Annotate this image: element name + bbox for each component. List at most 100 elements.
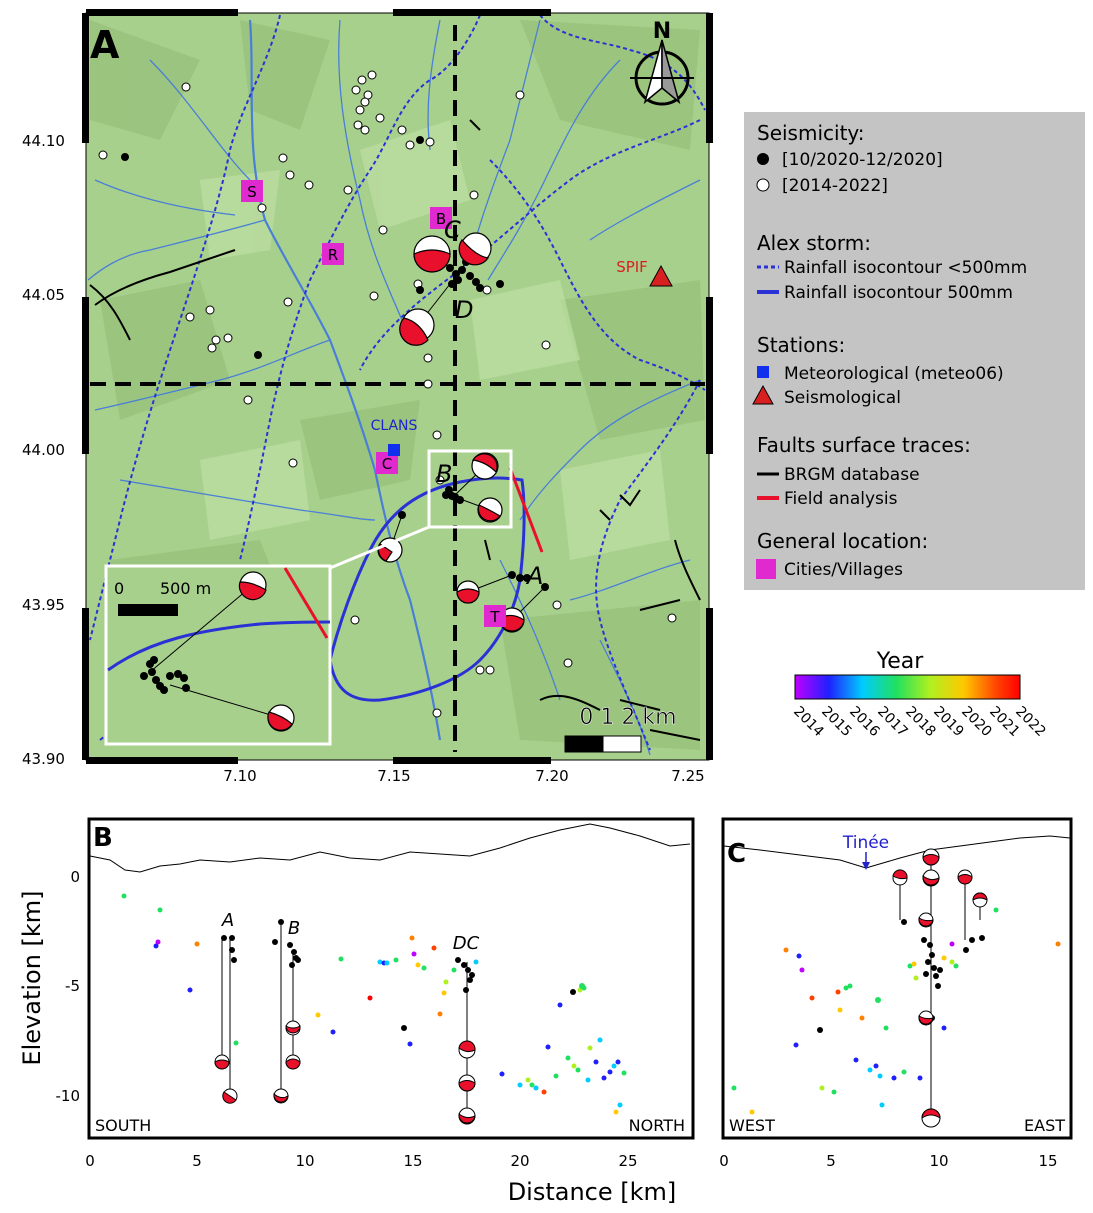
inset-scale-zero: 0	[114, 579, 124, 598]
beachball-2	[458, 232, 492, 266]
meteo-station-marker	[388, 444, 400, 456]
cluster-label-c: C	[444, 216, 461, 244]
scalebar-label: 0 1 2 km	[579, 705, 676, 730]
beachball-6	[377, 537, 403, 563]
section-b-xtick-10: 10	[295, 1152, 314, 1170]
legend-general-title: General location:	[757, 529, 928, 553]
meteo-station-label: CLANS	[371, 418, 418, 434]
legend-all-marker	[756, 178, 770, 192]
section-c-left-label: WEST	[729, 1116, 775, 1135]
legend-recent-marker	[757, 153, 769, 165]
lat-tick-1: 44.10	[22, 132, 65, 150]
legend-seismo-marker	[752, 384, 774, 405]
zoom-box	[427, 449, 513, 529]
relief-highlight	[200, 120, 670, 560]
section-b-left-label: SOUTH	[95, 1116, 151, 1135]
colorbar-tick-2019: 2019	[930, 704, 967, 741]
scalebar	[564, 735, 642, 753]
section-b-cluster-b: B	[288, 918, 300, 939]
cluster-label-b: B	[436, 460, 452, 488]
legend-city-marker	[756, 559, 776, 579]
beachball-4	[471, 452, 499, 480]
legend-alex-title: Alex storm:	[757, 231, 871, 255]
rainfall-contour-500mm	[328, 476, 526, 702]
beachball-5	[477, 497, 503, 523]
section-b-cluster-dc: DC	[453, 933, 480, 954]
section-c-xtick-5: 5	[826, 1152, 836, 1170]
map-panel-label: A	[90, 23, 120, 67]
legend-meteo-marker	[757, 366, 769, 378]
legend-station-meteo: Meteorological (meteo06)	[784, 364, 1004, 384]
lat-tick-2: 44.05	[22, 286, 65, 304]
cluster-label-a: A	[525, 562, 543, 590]
colorbar: Year 2014 2015 2016 2017 2018 2019 2020 …	[790, 649, 1049, 740]
section-b-xtick-20: 20	[510, 1152, 529, 1170]
seismo-station-label: SPIF	[616, 258, 648, 276]
colorbar-tick-2018: 2018	[902, 704, 939, 741]
section-b-ytick-5: -5	[65, 977, 80, 995]
colorbar-gradient	[794, 674, 1021, 700]
lon-tick-4: 7.25	[671, 767, 704, 785]
section-b-cluster-a: A	[221, 910, 234, 931]
seismo-station-marker	[649, 264, 673, 287]
cluster-label-d: D	[455, 296, 473, 324]
place-label-r: R	[328, 246, 338, 264]
legend-rain-solid: Rainfall isocontour 500mm	[784, 283, 1013, 303]
map-frame-ticks	[82, 9, 713, 764]
section-b-right-label: NORTH	[629, 1116, 685, 1135]
place-markers	[241, 180, 506, 627]
place-label-t: T	[489, 608, 500, 626]
beachball-3	[399, 308, 435, 346]
lat-tick-3: 44.00	[22, 441, 65, 459]
x-axis-label: Distance [km]	[508, 1178, 677, 1206]
place-label-s: S	[247, 183, 257, 201]
map-panel: S R B C T C D B A CLANS SPIF N A 0 1 2 k	[86, 13, 709, 760]
section-c-label: C	[727, 839, 746, 869]
north-arrow-icon	[630, 39, 694, 106]
beachball-7	[456, 580, 480, 604]
y-axis-label: Elevation [km]	[18, 890, 46, 1065]
colorbar-tick-2022: 2022	[1012, 704, 1049, 741]
section-b-xtick-25: 25	[618, 1152, 637, 1170]
lat-tick-5: 43.90	[22, 750, 65, 768]
section-c-xtick-10: 10	[929, 1152, 948, 1170]
inset-scale-label: 500 m	[160, 579, 211, 598]
legend-rain-dashed: Rainfall isocontour <500mm	[784, 258, 1027, 278]
section-b-xtick-5: 5	[192, 1152, 202, 1170]
section-b-ytick-10: -10	[56, 1087, 81, 1105]
field-fault-main	[508, 467, 544, 553]
lon-tick-3: 7.20	[535, 767, 568, 785]
section-b-label: B	[93, 823, 113, 853]
place-label-c: C	[382, 455, 392, 473]
section-b-panel: B SOUTH NORTH A B DC	[56, 817, 695, 1170]
section-b-ytick-0: 0	[70, 868, 80, 886]
legend-faults-title: Faults surface traces:	[757, 433, 971, 457]
section-b-xtick-0: 0	[85, 1152, 95, 1170]
tinee-river-label: Tinée	[842, 833, 889, 853]
lon-tick-2: 7.15	[377, 767, 410, 785]
place-label-b: B	[436, 210, 446, 228]
colorbar-tick-2015: 2015	[818, 704, 855, 741]
legend-cities: Cities/Villages	[784, 560, 903, 580]
legend-seis-recent: [10/2020-12/2020]	[782, 150, 943, 170]
seismicity-all	[98, 70, 677, 718]
colorbar-tick-2016: 2016	[846, 704, 883, 741]
legend-seismicity-title: Seismicity:	[757, 121, 865, 145]
zoom-connector-1	[329, 525, 430, 570]
legend-station-seismo: Seismological	[784, 388, 901, 408]
section-c-xtick-0: 0	[719, 1152, 729, 1170]
north-label: N	[653, 19, 671, 44]
colorbar-tick-2020: 2020	[958, 704, 995, 741]
legend-fault-field: Field analysis	[784, 489, 898, 509]
lon-tick-1: 7.10	[223, 767, 256, 785]
brgm-faults	[89, 119, 701, 741]
legend-stations-title: Stations:	[757, 333, 845, 357]
legend-fault-brgm: BRGM database	[784, 465, 920, 485]
lat-tick-4: 43.95	[22, 596, 65, 614]
colorbar-tick-2014: 2014	[790, 704, 827, 741]
beachball-1	[413, 235, 451, 273]
legend: Seismicity: Alex storm: Stations: Faults…	[744, 112, 1085, 590]
section-b-xtick-15: 15	[403, 1152, 422, 1170]
map-inset: 0 500 m	[104, 564, 332, 746]
